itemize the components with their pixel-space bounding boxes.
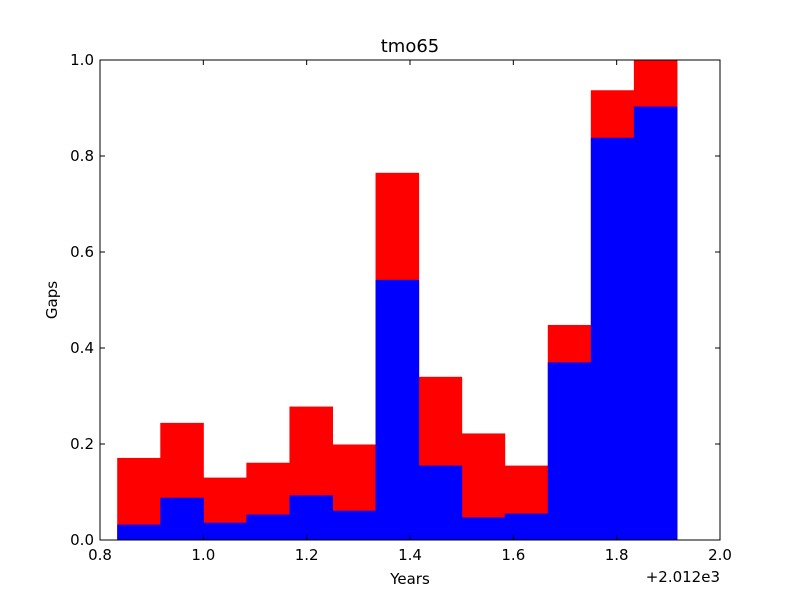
x-axis-label: Years: [389, 570, 430, 588]
blue-bar: [547, 362, 592, 540]
x-tick-label: 1.6: [501, 546, 525, 564]
blue-bar: [332, 510, 377, 540]
blue-bar: [203, 522, 247, 540]
blue-bar: [461, 517, 506, 540]
x-tick-label: 2.0: [708, 546, 732, 564]
x-axis-offset-label: +2.012e3: [646, 568, 720, 586]
blue-bar: [504, 513, 549, 540]
y-tick-label: 1.0: [70, 51, 94, 69]
blue-bar: [375, 279, 420, 540]
blue-bar: [590, 137, 635, 540]
x-tick-label: 1.0: [191, 546, 215, 564]
blue-bar: [117, 524, 161, 540]
blue-bar: [633, 106, 678, 540]
blue-bar: [289, 495, 333, 540]
y-axis-ticks: 0.0 0.2 0.4 0.6 0.8 1.0: [70, 51, 720, 549]
x-tick-label: 1.8: [605, 546, 629, 564]
y-tick-label: 0.2: [70, 435, 94, 453]
y-tick-label: 0.6: [70, 243, 94, 261]
x-tick-label: 0.8: [88, 546, 112, 564]
x-tick-label: 1.2: [295, 546, 319, 564]
chart-title: tmo65: [381, 36, 440, 57]
y-tick-label: 0.8: [70, 147, 94, 165]
x-tick-label: 1.4: [398, 546, 422, 564]
x-axis-ticks: 0.8 1.0 1.2 1.4 1.6 1.8 2.0: [88, 60, 732, 564]
blue-series-bars: [117, 106, 678, 540]
blue-bar: [160, 497, 204, 540]
y-tick-label: 0.0: [70, 531, 94, 549]
y-axis-label: Gaps: [43, 281, 61, 319]
blue-bar: [246, 514, 290, 540]
y-tick-label: 0.4: [70, 339, 94, 357]
blue-bar: [418, 465, 463, 540]
